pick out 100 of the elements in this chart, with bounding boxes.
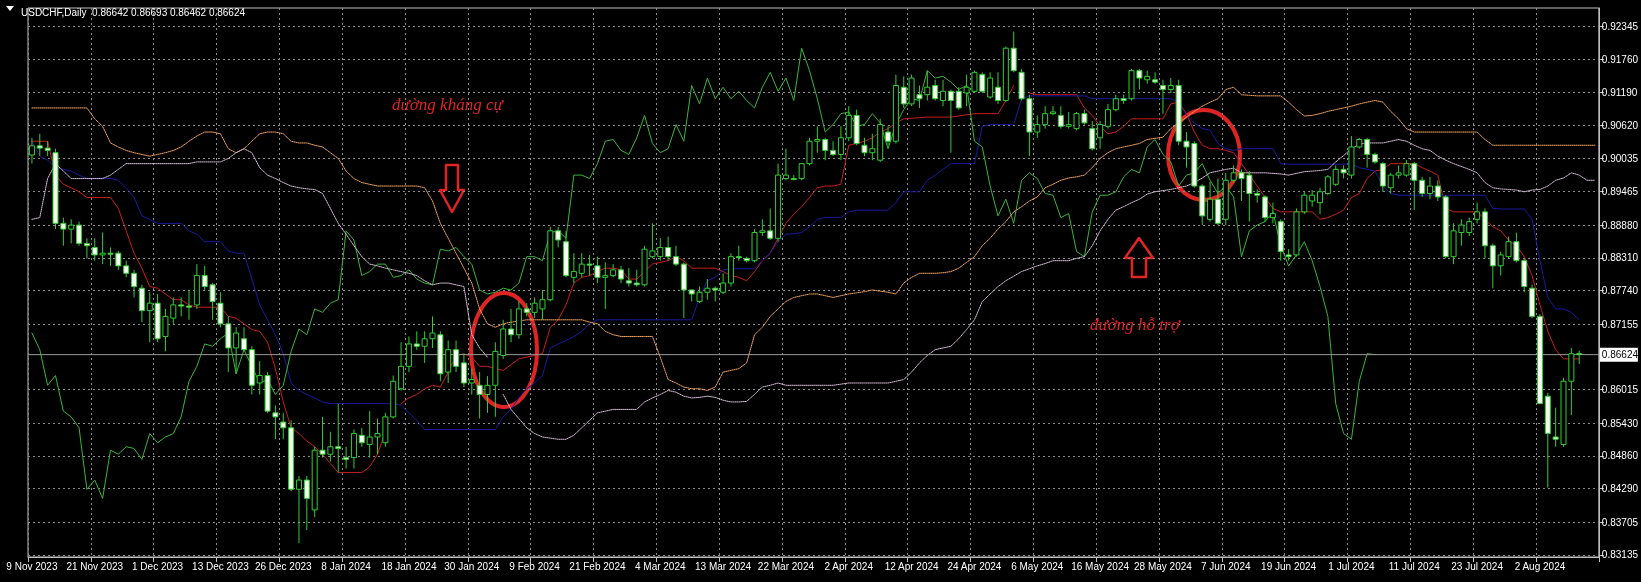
annotation: đường kháng cự [392,95,505,114]
candlestick [131,269,138,298]
y-tick-label: 0.84290 [1601,483,1639,495]
candlestick [1489,242,1496,289]
candlestick [885,125,892,146]
x-tick-label: 1 Jul 2024 [1328,560,1375,572]
y-tick-label: 0.90035 [1601,153,1639,165]
y-tick-label: 0.87740 [1601,285,1639,297]
x-tick-label: 1 Dec 2023 [132,560,184,572]
ref-line-label: 0.86624 [1601,349,1639,361]
candlestick [233,326,240,375]
x-tick-label: 24 Apr 2024 [947,560,1002,572]
candlestick [76,221,83,247]
y-tick-label: 0.90620 [1601,119,1639,131]
y-tick-label: 0.92345 [1601,20,1639,32]
candlestick [987,71,994,100]
candlestick [830,140,837,157]
x-tick-label: 22 Mar 2024 [757,560,815,572]
candlestick [672,245,679,267]
candlestick [932,79,939,101]
x-tick-label: 28 May 2024 [1134,560,1193,572]
x-tick-label: 11 Jul 2024 [1388,560,1441,572]
candlestick [295,475,302,544]
y-tick-label: 0.87155 [1601,318,1639,330]
candlestick [303,475,310,531]
candlestick [508,308,515,343]
x-tick-label: 4 Mar 2024 [634,560,686,572]
y-tick-label: 0.88310 [1601,252,1639,264]
x-tick-label: 23 Jul 2024 [1451,560,1504,572]
candlestick [186,289,193,321]
candlestick [720,272,727,295]
candlestick [610,263,617,278]
x-tick-label: 12 Apr 2024 [884,560,940,572]
candlestick [453,340,460,373]
candlestick [625,267,632,288]
x-tick-label: 7 Jun 2024 [1201,560,1251,572]
x-tick-label: 30 Jan 2024 [444,560,500,572]
candlestick [1159,79,1166,115]
candlestick [178,296,185,317]
chart-title: USDCHF,Daily 0.86642 0.86693 0.86462 0.86624 [21,6,246,18]
candlestick [1089,120,1096,151]
candlestick [570,252,577,284]
candlestick [272,404,279,440]
candlestick [1364,137,1371,169]
candlestick [280,412,287,440]
candlestick [940,79,947,107]
y-tick-label: 0.88880 [1601,219,1639,231]
annotation: đường hỗ trợ [1090,315,1181,334]
candlestick [398,341,405,391]
x-tick-label: 9 Nov 2023 [6,560,58,572]
y-tick-label: 0.89465 [1601,185,1639,197]
y-tick-label: 0.85430 [1601,417,1639,429]
candlestick [445,340,452,384]
candlestick [1097,120,1104,150]
candlestick [343,446,350,470]
candlestick [28,137,35,165]
candlestick [1042,105,1049,130]
y-tick-label: 0.86015 [1601,384,1639,396]
candlestick [1269,202,1276,224]
x-tick-label: 21 Nov 2023 [66,560,124,572]
candlestick [1324,174,1331,196]
candlestick [665,236,672,262]
candlestick [1104,103,1111,130]
y-tick-label: 0.84860 [1601,450,1639,462]
candlestick [1379,161,1386,193]
x-tick-label: 2 Aug 2024 [1514,560,1566,572]
candlestick [1262,194,1269,223]
y-tick-label: 0.91190 [1601,86,1638,98]
candlestick [1426,176,1433,200]
candlestick [837,125,844,161]
candlestick [460,353,467,388]
x-tick-label: 8 Jan 2024 [321,560,372,572]
candlestick [358,427,365,448]
candlestick [138,284,145,323]
candlestick [1010,31,1017,73]
candlestick [782,148,789,181]
candlestick [1434,179,1441,202]
candlestick [1317,187,1324,215]
candlestick [240,326,247,352]
x-tick-label: 9 Feb 2024 [509,560,561,572]
candlestick [947,89,954,154]
candlestick [1474,202,1481,224]
x-tick-label: 13 Dec 2023 [192,560,250,572]
x-tick-label: 16 May 2024 [1071,560,1130,572]
y-tick-label: 0.83705 [1601,516,1639,528]
x-tick-label: 13 Mar 2024 [695,560,752,572]
candlestick [83,237,90,259]
candlestick [468,368,475,395]
x-tick-label: 26 Dec 2023 [254,560,313,572]
candlestick [1207,181,1214,223]
candlestick [995,71,1001,105]
y-tick-label: 0.83135 [1601,549,1639,561]
x-tick-label: 18 Jan 2024 [381,560,437,572]
x-tick-label: 2 Apr 2024 [824,560,874,572]
candlestick [405,335,412,373]
x-tick-label: 21 Feb 2024 [569,560,626,572]
x-tick-label: 6 May 2024 [1011,560,1064,572]
candlestick [68,218,75,244]
candlestick [555,226,562,248]
candlestick [1049,105,1056,116]
